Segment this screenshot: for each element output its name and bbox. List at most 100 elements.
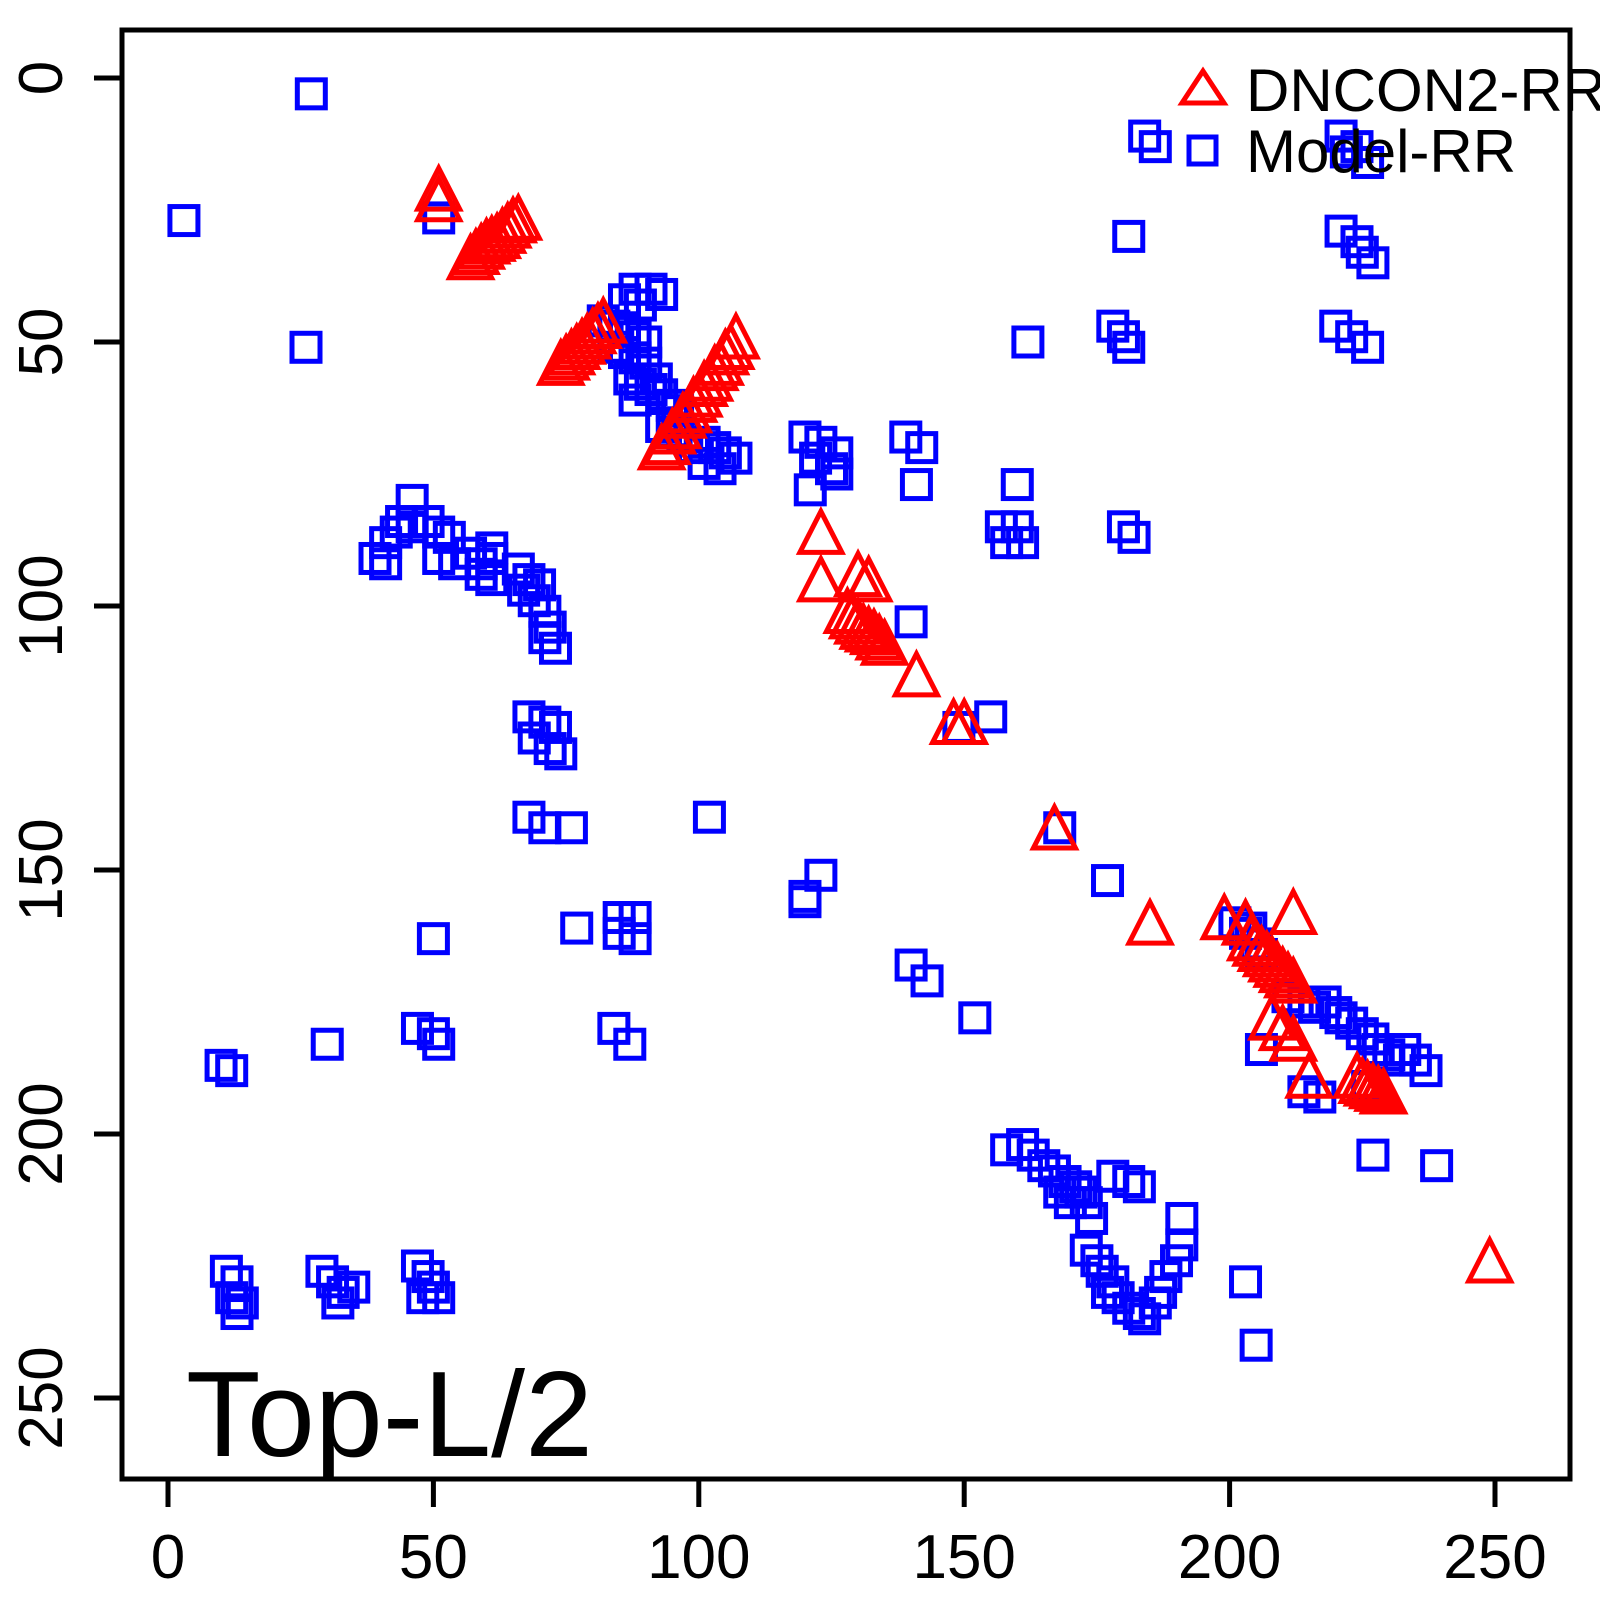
data-point-square	[613, 362, 647, 396]
data-point-square	[1112, 330, 1146, 364]
y-tick-label: 150	[7, 818, 76, 921]
data-point-square	[1409, 1054, 1443, 1088]
legend-label-dncon2: DNCON2-RR	[1246, 57, 1600, 124]
data-point-square	[305, 1254, 339, 1288]
data-point-square	[554, 811, 588, 845]
data-point-triangle	[1268, 1012, 1319, 1062]
data-point-square	[528, 621, 562, 655]
data-point-square	[899, 468, 933, 502]
data-point-triangle	[1029, 801, 1080, 851]
data-point-square	[1112, 1165, 1146, 1199]
data-point-triangle	[413, 173, 464, 223]
data-point-square	[225, 1286, 259, 1320]
data-point-square	[1006, 526, 1040, 560]
data-point-square	[464, 557, 498, 591]
data-point-square	[1356, 1138, 1390, 1172]
data-point-square	[1351, 330, 1385, 364]
y-tick-label: 100	[7, 554, 76, 657]
data-point-square	[1091, 864, 1125, 898]
data-point-square	[645, 277, 679, 311]
data-point-square	[204, 1048, 238, 1082]
y-tick-label: 0	[7, 61, 76, 95]
data-point-square	[512, 563, 546, 597]
y-axis-ticks: 0 50 100 150 200 250	[7, 61, 122, 1450]
data-point-triangle	[939, 695, 990, 745]
data-point-square	[454, 536, 488, 570]
data-point-square	[289, 330, 323, 364]
data-point-square	[209, 1254, 243, 1288]
data-point-square	[416, 922, 450, 956]
series-model-rr-points	[167, 77, 1454, 1362]
data-point-triangle	[795, 505, 846, 555]
data-point-square	[793, 473, 827, 507]
data-point-triangle	[1464, 1234, 1515, 1284]
data-point-triangle	[487, 194, 539, 244]
data-point-square	[379, 515, 413, 549]
series-dncon2-rr-points	[413, 162, 1515, 1284]
data-point-square	[1106, 320, 1140, 354]
data-point-square	[1351, 145, 1385, 179]
data-point-square	[220, 1297, 254, 1331]
data-point-triangle	[1347, 1060, 1399, 1110]
data-point-triangle	[1284, 1049, 1335, 1099]
data-point-triangle	[891, 648, 942, 698]
data-point-square	[1075, 1201, 1109, 1235]
data-point-triangle	[1268, 954, 1319, 1004]
data-point-square	[974, 700, 1008, 734]
legend: DNCON2-RR Model-RR	[1177, 57, 1600, 185]
data-point-square	[1239, 1328, 1273, 1362]
data-point-square	[411, 1260, 445, 1294]
x-tick-label: 0	[151, 1523, 185, 1592]
data-point-square	[1329, 135, 1363, 169]
data-point-square	[1122, 1170, 1156, 1204]
data-point-triangle	[1199, 891, 1250, 941]
data-point-square	[1165, 1201, 1199, 1235]
data-point-square	[321, 1286, 355, 1320]
data-point-triangle	[493, 191, 544, 241]
data-point-square	[406, 1281, 440, 1315]
data-point-square	[358, 541, 392, 575]
data-point-square	[215, 1054, 249, 1088]
plot-area-border	[119, 27, 1573, 1482]
data-point-triangle	[636, 421, 687, 471]
data-point-square	[507, 573, 541, 607]
data-point-square	[1006, 1128, 1040, 1162]
data-point-square	[905, 431, 939, 465]
data-point-square	[618, 922, 652, 956]
data-point-square	[618, 383, 652, 417]
data-point-square	[1117, 520, 1151, 554]
data-point-triangle	[535, 336, 586, 386]
data-point-square	[1011, 325, 1045, 359]
data-point-square	[533, 610, 567, 644]
data-point-square	[422, 1027, 456, 1061]
corner-label: Top-L/2	[186, 1346, 593, 1482]
data-point-square	[416, 1270, 450, 1304]
data-point-square	[294, 77, 328, 111]
data-point-square	[1128, 119, 1162, 153]
data-point-triangle	[1124, 896, 1176, 946]
data-point-square	[958, 1001, 992, 1035]
data-point-triangle	[1268, 886, 1319, 936]
data-point-square	[1388, 1033, 1422, 1067]
data-point-square	[815, 452, 848, 486]
data-point-square	[692, 800, 726, 834]
data-point-triangle	[413, 162, 464, 212]
data-point-triangle	[795, 553, 846, 603]
data-point-square	[1106, 510, 1140, 544]
x-tick-label: 150	[912, 1523, 1015, 1592]
data-point-square	[1398, 1043, 1432, 1077]
x-tick-label: 200	[1178, 1523, 1281, 1592]
data-point-square	[538, 631, 572, 665]
data-point-square	[788, 885, 822, 919]
data-point-triangle	[843, 553, 894, 603]
data-point-square	[533, 732, 567, 766]
data-point-square	[310, 1027, 344, 1061]
x-tick-label: 100	[647, 1523, 750, 1592]
data-point-triangle	[1257, 1002, 1308, 1052]
legend-square-icon	[1186, 134, 1219, 167]
x-axis-ticks: 0 50 100 150 200 250	[151, 1479, 1547, 1592]
data-point-square	[316, 1265, 350, 1299]
data-point-triangle	[1246, 991, 1298, 1041]
data-point-square	[1356, 246, 1390, 280]
